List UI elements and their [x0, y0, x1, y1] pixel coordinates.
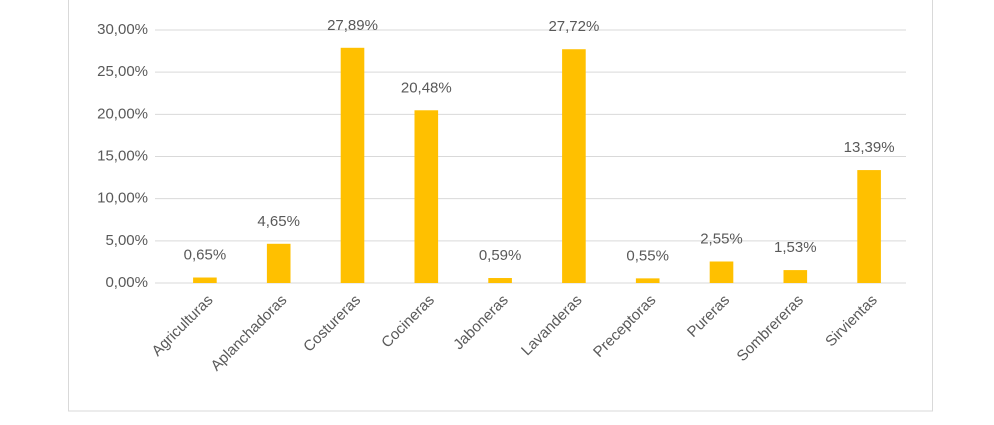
y-tick-label: 5,00%: [105, 232, 148, 249]
y-tick-label: 25,00%: [97, 63, 148, 80]
y-tick-label: 0,00%: [105, 274, 148, 291]
bar: [783, 270, 808, 283]
data-label: 27,72%: [548, 18, 599, 35]
data-label: 0,59%: [479, 247, 522, 264]
bar: [709, 261, 734, 283]
bar: [414, 110, 439, 283]
data-label: 20,48%: [401, 79, 452, 96]
y-tick-label: 15,00%: [97, 147, 148, 164]
data-label: 4,65%: [257, 213, 300, 230]
y-tick-label: 30,00%: [97, 21, 148, 38]
data-label: 1,53%: [774, 239, 817, 256]
bar: [562, 49, 586, 284]
data-label: 0,55%: [626, 247, 669, 264]
y-tick-label: 10,00%: [97, 190, 148, 207]
bar: [857, 170, 881, 283]
bar: [193, 277, 217, 283]
bar: [488, 278, 512, 283]
data-label: 0,65%: [184, 246, 227, 263]
bar: [266, 243, 291, 283]
data-label: 27,89%: [327, 17, 378, 34]
bar: [635, 278, 660, 283]
chart-frame: [68, 0, 933, 412]
data-label: 2,55%: [700, 230, 743, 247]
data-label: 13,39%: [844, 139, 895, 156]
bar: [340, 47, 365, 283]
y-tick-label: 20,00%: [97, 105, 148, 122]
